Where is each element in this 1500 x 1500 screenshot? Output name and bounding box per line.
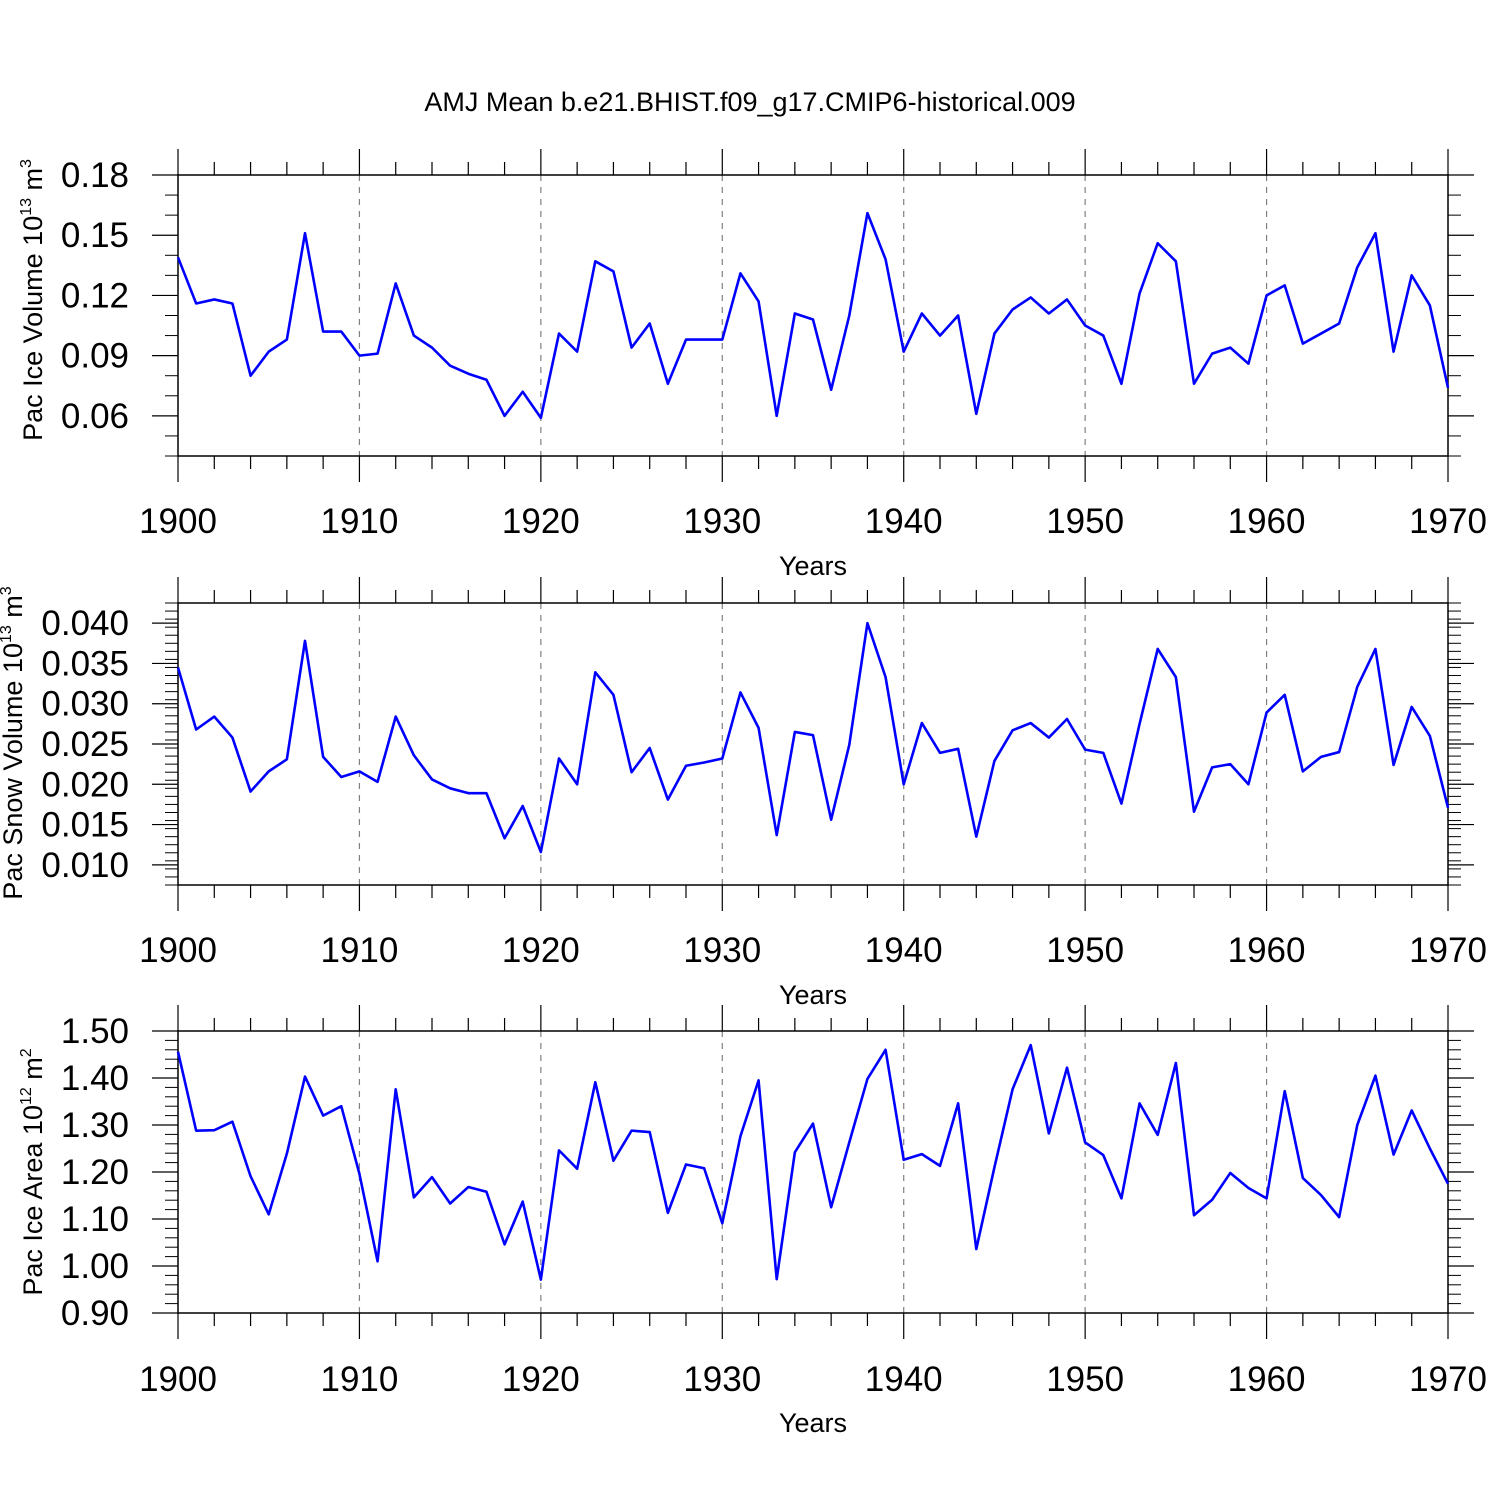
x-tick-label: 1950 <box>1046 931 1124 970</box>
y-tick-label: 0.035 <box>41 644 129 683</box>
figure-title: AMJ Mean b.e21.BHIST.f09_g17.CMIP6-histo… <box>424 87 1075 117</box>
x-tick-label: 1910 <box>320 502 398 541</box>
y-tick-label: 0.18 <box>61 156 129 195</box>
y-tick-label: 0.15 <box>61 216 129 255</box>
x-tick-label: 1920 <box>502 502 580 541</box>
x-tick-label: 1900 <box>139 502 217 541</box>
x-tick-label: 1930 <box>683 931 761 970</box>
y-tick-label: 0.09 <box>61 337 129 376</box>
x-tick-label: 1930 <box>683 1360 761 1399</box>
x-tick-label: 1970 <box>1409 931 1487 970</box>
y-tick-label: 1.00 <box>61 1247 129 1286</box>
y-tick-label: 0.030 <box>41 685 129 724</box>
snow-volume-panel: 1900 1910 1920 1930 1940 1950 1960 1970 Years 0.0… <box>0 577 1487 1010</box>
y-axis-title-text: Pac Ice Volume 10 <box>18 216 48 441</box>
x-tick-label: 1940 <box>865 1360 943 1399</box>
y-tick-label: 1.20 <box>61 1153 129 1192</box>
y-axis-title-superscript: 13 <box>18 198 35 216</box>
x-tick-label: 1910 <box>320 931 398 970</box>
y-axis-title: Pac Snow Volume 1013 m3 <box>0 586 28 899</box>
y-axis-title-text: Pac Ice Area 10 <box>18 1105 48 1296</box>
y-tick-label: 1.50 <box>61 1012 129 1051</box>
x-tick-label: 1940 <box>865 502 943 541</box>
y-tick-label: 0.06 <box>61 397 129 436</box>
x-tick-label: 1950 <box>1046 502 1124 541</box>
y-axis-title-superscript: 3 <box>18 159 35 168</box>
y-axis-title-text: Pac Snow Volume 10 <box>0 643 28 900</box>
x-tick-label: 1920 <box>502 931 580 970</box>
x-tick-label: 1900 <box>139 1360 217 1399</box>
ice-volume-panel: 1900 1910 1920 1930 1940 1950 1960 1970 Years 0.0… <box>18 149 1487 581</box>
y-tick-label: 0.12 <box>61 276 129 315</box>
series-line-pac-ice-volume <box>176 211 1450 420</box>
y-tick-label: 0.90 <box>61 1294 129 1333</box>
y-tick-label: 0.015 <box>41 806 129 845</box>
x-axis-title: Years <box>779 1408 847 1438</box>
x-tick-label: 1910 <box>320 1360 398 1399</box>
x-tick-label: 1940 <box>865 931 943 970</box>
y-axis-title-superscript: 12 <box>18 1087 35 1105</box>
y-axis-title-superscript: 2 <box>18 1048 35 1057</box>
x-tick-label: 1960 <box>1228 1360 1306 1399</box>
y-axis-title-superscript: 3 <box>0 586 15 595</box>
x-tick-label: 1930 <box>683 502 761 541</box>
y-axis-title: Pac Ice Volume 1013 m3 <box>18 159 48 441</box>
y-tick-label: 0.040 <box>41 604 129 643</box>
ice-area-panel: 1900 1910 1920 1930 1940 1950 1960 1970 Years 0.9… <box>18 1005 1487 1438</box>
y-tick-label: 1.40 <box>61 1059 129 1098</box>
x-tick-label: 1970 <box>1409 1360 1487 1399</box>
x-tick-label: 1900 <box>139 931 217 970</box>
x-tick-label: 1920 <box>502 1360 580 1399</box>
y-tick-label: 1.10 <box>61 1200 129 1239</box>
x-tick-label: 1950 <box>1046 1360 1124 1399</box>
y-tick-label: 0.010 <box>41 846 129 885</box>
series-line-pac-snow-volume <box>176 621 1450 854</box>
x-tick-label: 1960 <box>1228 931 1306 970</box>
y-tick-label: 1.30 <box>61 1106 129 1145</box>
y-tick-label: 0.020 <box>41 765 129 804</box>
y-axis-title: Pac Ice Area 1012 m2 <box>18 1048 48 1295</box>
y-axis-title-superscript: 13 <box>0 625 15 643</box>
series-line-pac-ice-area <box>176 1043 1450 1281</box>
y-tick-label: 0.025 <box>41 725 129 764</box>
y-axis-title-text: m <box>18 168 48 198</box>
x-tick-label: 1960 <box>1228 502 1306 541</box>
x-axis-title: Years <box>779 551 847 581</box>
y-axis-title-text: m <box>0 595 28 625</box>
x-axis-title: Years <box>779 980 847 1010</box>
y-axis-title-text: m <box>18 1057 48 1087</box>
x-tick-label: 1970 <box>1409 502 1487 541</box>
